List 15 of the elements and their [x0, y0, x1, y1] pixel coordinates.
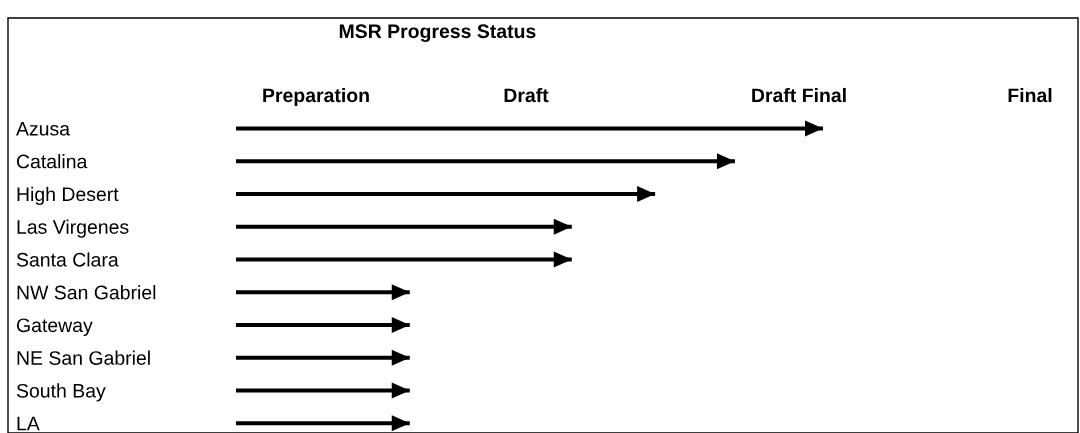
y-tick-label: Santa Clara	[16, 252, 119, 267]
y-tick-label: Gateway	[16, 318, 93, 336]
y-tick-label: Catalina	[16, 154, 88, 169]
y-tick-label: NE San Gabriel	[17, 350, 150, 365]
chart-title: MSR Progress Status	[339, 24, 536, 43]
text: Draft Final	[752, 87, 846, 103]
y-tick-label: LA	[17, 416, 40, 431]
text: Preparation	[263, 87, 369, 107]
y-tick-label: High Desert	[17, 186, 119, 205]
y-tick-label: South Bay	[16, 383, 106, 402]
text: Draft	[504, 87, 549, 103]
text: Final	[1008, 87, 1052, 103]
y-tick-label: Las Virgenes	[17, 219, 129, 238]
y-tick-label: NW San Gabriel	[17, 285, 156, 300]
y-tick-label: Azusa	[16, 122, 71, 136]
